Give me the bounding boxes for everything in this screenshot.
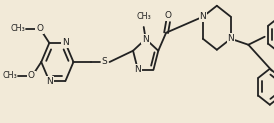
Text: CH₃: CH₃ <box>136 12 151 21</box>
Text: O: O <box>165 11 172 20</box>
Text: CH₃: CH₃ <box>2 71 17 80</box>
Text: N: N <box>227 34 234 43</box>
Text: O: O <box>28 71 35 80</box>
Text: O: O <box>36 24 43 33</box>
Text: N: N <box>62 38 69 47</box>
Text: N: N <box>199 12 206 21</box>
Text: N: N <box>142 34 149 44</box>
Text: N: N <box>46 77 53 86</box>
Text: CH₃: CH₃ <box>10 24 25 33</box>
Text: N: N <box>135 65 141 74</box>
Text: S: S <box>102 57 108 67</box>
